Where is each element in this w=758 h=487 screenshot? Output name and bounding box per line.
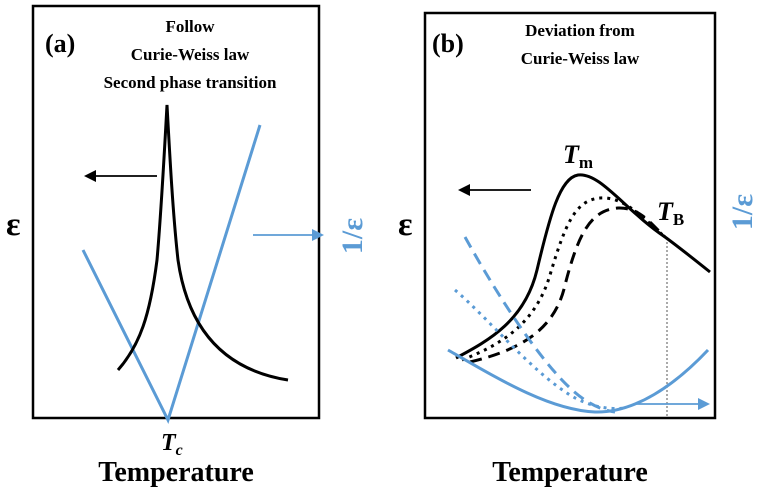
panel-b-inverse-epsilon-symbol: 1/ε xyxy=(726,194,758,230)
panel-b-title-line-1: Deviation from xyxy=(525,21,635,40)
panel-a-right-arrow xyxy=(253,229,324,241)
panel-b-epsilon-curve-solid xyxy=(455,173,711,360)
panel-a-inverse-epsilon-curve xyxy=(81,124,262,425)
panel-b-inverse-epsilon-curve-dotted xyxy=(454,288,626,411)
panel-a-title-line-1: Follow xyxy=(165,17,215,36)
panel-b-tm-label: Tm xyxy=(563,140,593,172)
panel-a-xlabel: Temperature xyxy=(98,457,254,487)
panel-a-tc-label: Tc xyxy=(161,430,183,459)
panel-a-frame xyxy=(31,4,321,420)
panel-b-tag: (b) xyxy=(432,29,464,58)
panel-b-inverse-epsilon-curve-solid xyxy=(447,348,710,414)
panel-a-epsilon-curve xyxy=(116,104,289,382)
panel-b-title-line-2: Curie-Weiss law xyxy=(521,49,640,68)
panel-a: (a) Follow Curie-Weiss law Second phase … xyxy=(6,4,369,487)
panel-b-epsilon-curve-dashed xyxy=(469,206,667,364)
panel-b-inverse-epsilon-curve-dashed xyxy=(463,236,616,414)
panel-a-left-arrow xyxy=(84,170,157,182)
panel-b-frame xyxy=(423,11,717,420)
panel-b-epsilon-symbol: ε xyxy=(398,206,413,243)
panel-b: (b) Deviation from Curie-Weiss law Tm TB xyxy=(398,11,758,487)
panel-a-title-line-3: Second phase transition xyxy=(104,73,277,92)
panel-a-title-line-2: Curie-Weiss law xyxy=(131,45,250,64)
panel-a-tag: (a) xyxy=(45,29,75,58)
panel-b-tb-label: TB xyxy=(657,197,684,229)
panel-b-right-arrow xyxy=(636,398,710,410)
panel-b-xlabel: Temperature xyxy=(492,457,648,487)
panel-b-epsilon-curve-dotted xyxy=(461,196,666,362)
panel-b-left-arrow xyxy=(458,184,531,196)
panel-a-inverse-epsilon-symbol: 1/ε xyxy=(336,218,369,254)
panel-a-epsilon-symbol: ε xyxy=(6,206,21,243)
